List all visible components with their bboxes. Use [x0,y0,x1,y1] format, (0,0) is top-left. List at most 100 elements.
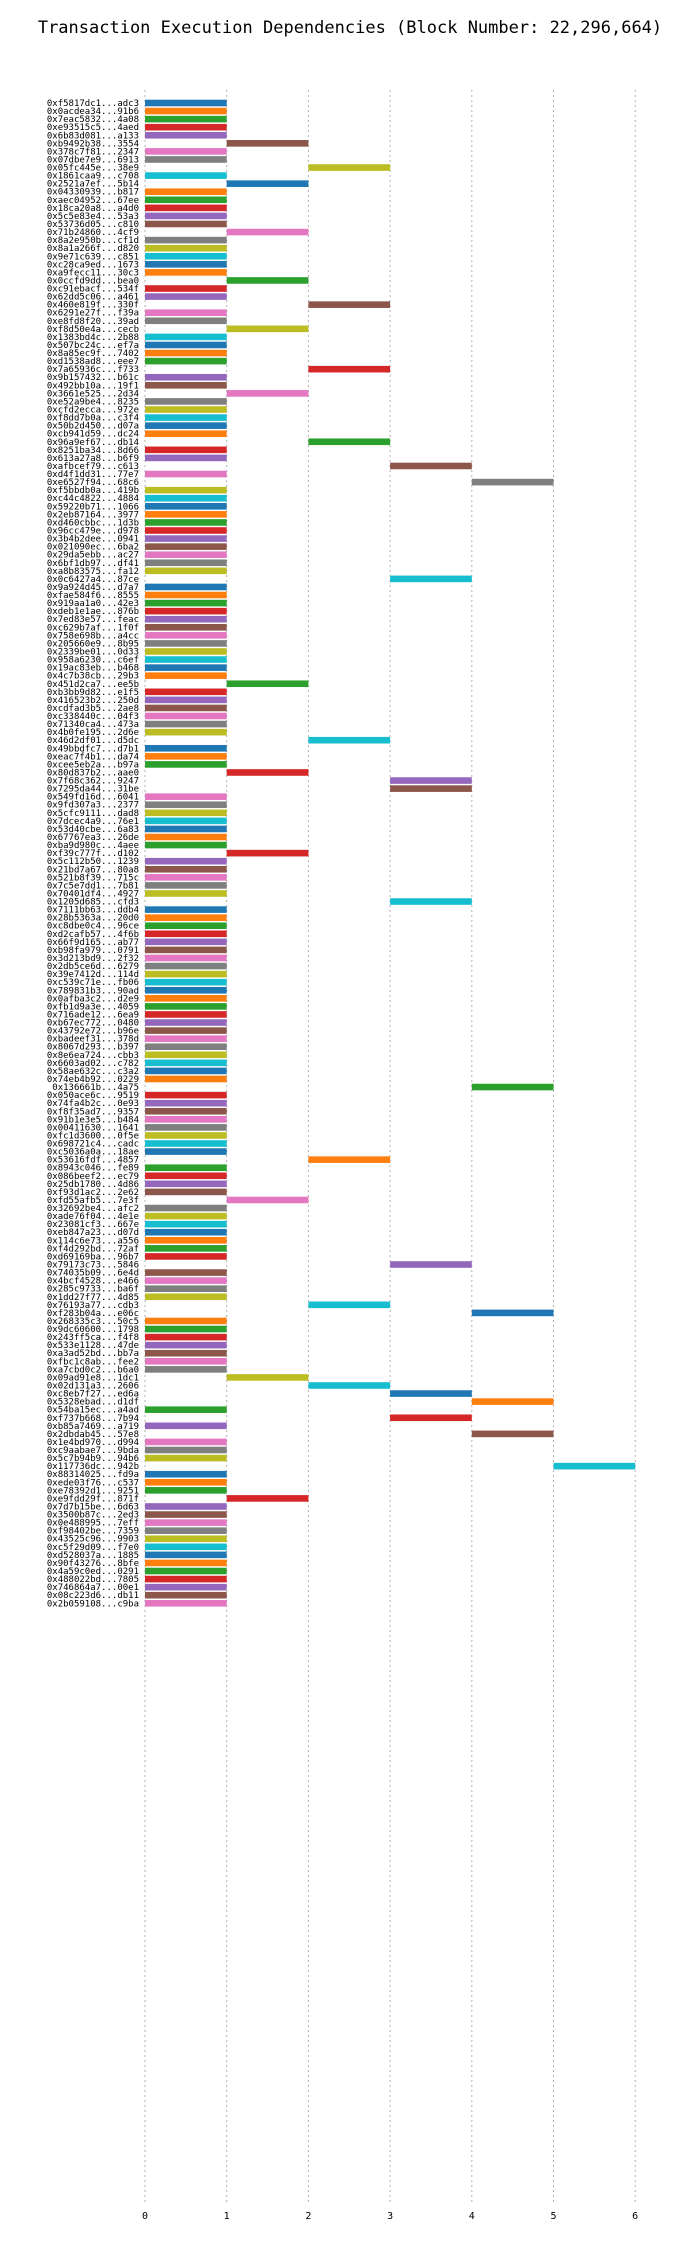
y-tick-label: 0x58ae632c...c3a2 [47,1067,139,1077]
y-tick-label: 0x00411630...1641 [47,1123,139,1133]
bar [145,914,227,921]
y-tick-label: 0xcee5eb2a...b97a [47,760,139,770]
bar [145,1116,227,1123]
y-tick-label: 0x7295da44...31be [47,785,139,795]
y-tick-label: 0x2521a7ef...5b14 [47,180,139,190]
bar [145,664,227,671]
y-tick-label: 0xb9492b38...3554 [47,139,139,149]
y-tick-label: 0xfae584f6...8555 [47,591,139,601]
y-tick-label: 0xc28ca9ed...1673 [47,260,139,270]
y-tick-label: 0xf98402be...7359 [47,1527,139,1537]
bar [145,123,227,131]
bar [145,1487,227,1494]
y-tick-label: 0x4bcf4528...e466 [47,1277,139,1287]
y-tick-label: 0x76193a77...cdb3 [47,1301,139,1311]
bar [145,704,227,712]
bar [145,720,227,728]
y-tick-label: 0x25db1780...4d86 [47,1180,139,1190]
y-tick-label: 0x7eac5832...4a08 [47,115,139,125]
bar [145,1438,227,1446]
bar [145,1277,227,1284]
y-tick-label: 0x46d2df01...d5dc [47,736,139,746]
bar [145,623,227,631]
y-tick-label: 0xd4f1dd31...77e7 [47,470,139,480]
bar [145,543,227,550]
bar [308,365,391,373]
bar [145,1511,227,1518]
y-tick-label: 0x1383bd4c...2b88 [47,333,139,343]
bar [145,922,227,930]
bar [390,1261,472,1268]
y-tick-label: 0x1205d685...cfd3 [47,898,139,908]
bar [145,212,227,220]
bar [145,1591,227,1599]
y-tick-label: 0x0ccfd9dd...bea0 [47,276,139,286]
bar [145,1575,227,1583]
y-tick-label: 0x9a924d45...d7a7 [47,583,139,593]
bar [145,995,227,1002]
y-tick-label: 0xcfd2ecca...972e [47,406,139,416]
chart-title: Transaction Execution Dependencies (Bloc… [37,18,663,38]
bar [226,1374,309,1381]
bar [145,1075,227,1083]
y-tick-label: 0xede03f76...c537 [47,1478,139,1488]
y-tick-label: 0x5328ebad...d1df [47,1398,139,1408]
bar [145,1285,227,1293]
y-tick-label: 0x74035b09...6e4d [47,1269,139,1279]
y-tick-label: 0x958a6230...c6ef [47,656,139,666]
y-tick-label: 0x9fd307a3...2377 [47,801,139,811]
bar [145,615,227,623]
bar [390,1414,472,1422]
y-tick-label: 0x8a1a266f...d820 [47,244,139,254]
bar [145,269,227,276]
bar [226,1495,309,1502]
bar [553,1462,636,1470]
bar [145,1132,227,1139]
bar [145,833,227,841]
bar [145,696,227,704]
bar [145,414,227,421]
bar [390,777,472,784]
y-tick-label: 0x43792e72...b96e [47,1027,139,1037]
y-tick-label: 0xb85a7469...a719 [47,1422,139,1432]
y-tick-label: 0x0afba3c2...d2e9 [47,994,139,1004]
y-tick-label: 0xf5817dc1...adc3 [47,99,139,109]
y-tick-label: 0x416523b2...250d [47,696,139,706]
bar [145,954,227,962]
bar [226,680,309,688]
bar [145,567,227,575]
y-tick-label: 0x7ed83e57...feac [47,615,139,625]
bar [145,1220,227,1228]
y-tick-label: 0x6b83d081...a133 [47,131,139,141]
bar [145,1148,227,1155]
bar [145,978,227,986]
y-tick-label: 0x5cfc9111...dad8 [47,809,139,819]
bar [308,438,391,446]
bar [145,761,227,768]
y-tick-label: 0x8a2e950b...cf1d [47,236,139,246]
bar [471,1083,554,1091]
bar [145,962,227,970]
y-tick-label: 0x205660e9...8b95 [47,639,139,649]
y-tick-label: 0xc9aabae7...9bda [47,1446,139,1456]
y-tick-label: 0x3b4b2dee...0941 [47,535,139,545]
y-tick-label: 0xf8dd7b0a...c3f4 [47,414,139,424]
bar [145,373,227,381]
bar [145,607,227,615]
bar [145,252,227,260]
x-tick-label: 2 [305,2211,311,2222]
y-tick-label: 0x80d837b2...aae0 [47,768,139,778]
bar [145,1204,227,1212]
bar [145,261,227,268]
y-tick-label: 0x71340ca4...473a [47,720,139,730]
x-tick-label: 0 [142,2211,148,2222]
y-tick-label: 0x2eb87164...3977 [47,510,139,520]
y-tick-label: 0x6291e27f...f39a [47,309,139,319]
x-tick-label: 6 [632,2211,638,2222]
bar [145,1293,227,1301]
y-tick-label: 0x88314025...fd9a [47,1470,139,1480]
y-tick-label: 0xeac7f4b1...da74 [47,752,139,762]
y-tick-label: 0xcdfad3b5...2ae8 [47,704,139,714]
y-tick-label: 0x67767ea3...26de [47,833,139,843]
y-tick-label: 0xe52a9be4...8235 [47,397,139,407]
